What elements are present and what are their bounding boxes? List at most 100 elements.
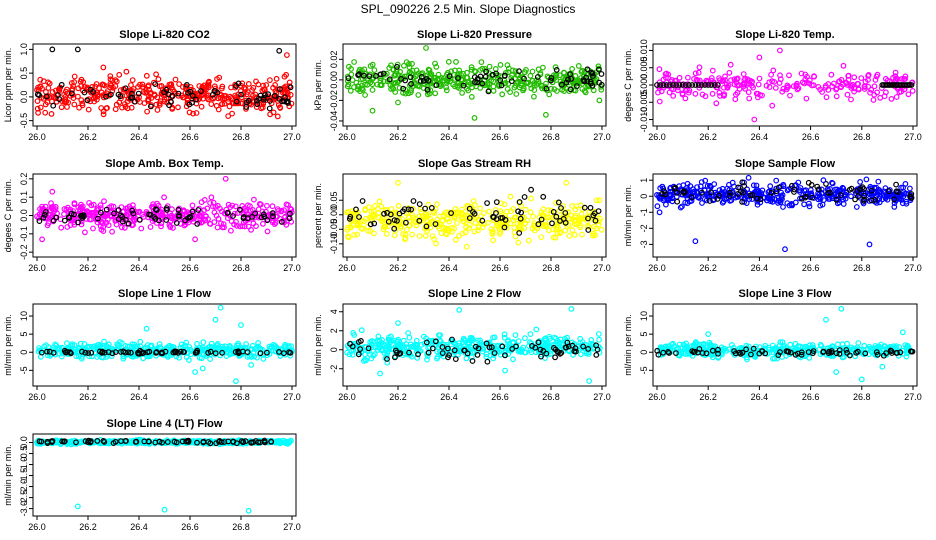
data-point [553,335,559,342]
data-point [791,189,797,195]
data-point [38,349,45,356]
data-point [443,87,450,94]
data-point [264,352,271,359]
data-point [711,181,718,188]
data-point [553,199,559,206]
data-point [753,188,760,195]
data-point [281,98,288,105]
data-point [471,74,478,80]
data-point [872,196,879,203]
data-point [440,212,447,219]
data-point [377,71,384,78]
data-point [572,231,578,238]
data-point [432,60,438,67]
data-point [887,187,893,193]
data-point [868,187,875,194]
data-point [810,348,817,355]
data-point [529,68,536,75]
data-point [42,109,49,116]
data-point [801,201,807,208]
data-point [769,78,775,85]
data-point [592,217,599,224]
data-point [99,81,106,88]
data-point [189,92,196,99]
data-point [391,232,398,239]
data-point [122,103,129,110]
data-point [147,343,154,350]
data-point [596,66,602,73]
y-tick-label: -0.010 [639,107,649,133]
data-point [680,190,687,196]
data-point [281,350,287,357]
data-point [215,106,222,113]
data-point [67,350,74,357]
data-point [747,77,753,84]
data-point [402,90,409,97]
data-point [88,353,95,360]
data-point [575,63,582,69]
x-tick-label: 26.4 [440,263,458,273]
data-point [407,68,413,75]
data-point [260,86,267,93]
data-point [676,74,683,81]
data-point [405,330,412,336]
data-point [262,92,269,98]
outlier-point [751,116,758,123]
data-point [378,81,385,88]
data-point [789,182,795,189]
data-point [156,83,163,90]
data-point [753,182,760,189]
data-point [871,83,878,90]
data-point [276,349,282,355]
data-point [256,200,263,207]
data-point [94,354,100,360]
outlier-point [395,179,401,186]
data-point [666,89,673,96]
data-point [170,224,176,231]
data-point [866,351,872,358]
data-point [424,356,430,363]
data-point [883,350,890,357]
data-point [136,208,143,215]
data-point [656,98,663,105]
data-point [574,83,580,89]
data-point [426,70,433,77]
data-point [232,92,239,99]
data-point [286,103,293,110]
data-point [530,213,536,220]
data-point [383,230,390,237]
data-point [367,351,374,358]
x-tick-label: 26.0 [648,132,666,142]
data-point [691,348,698,355]
data-point [438,221,444,228]
data-point [278,218,285,225]
data-point [68,90,75,97]
data-point [543,85,550,92]
data-point [445,227,452,234]
data-point [135,83,141,90]
data-point [586,223,592,230]
data-point [140,213,147,220]
data-point [516,68,522,75]
data-point [695,69,702,76]
data-point [388,62,394,69]
data-point [577,222,584,229]
x-tick-label: 26.2 [79,522,97,532]
data-point [52,341,59,348]
data-point [355,339,362,345]
y-tick-label: 0.000 [639,74,649,97]
data-point [75,353,82,360]
data-point [94,215,101,222]
data-point [153,349,159,356]
data-point [449,336,455,343]
data-point [829,180,836,187]
data-point [787,92,793,99]
data-point [387,211,394,218]
data-point [908,191,915,197]
x-tick-label: 26.4 [130,522,148,532]
data-point [902,73,909,80]
data-point [558,205,564,211]
data-point [221,92,228,99]
data-point [715,353,722,360]
